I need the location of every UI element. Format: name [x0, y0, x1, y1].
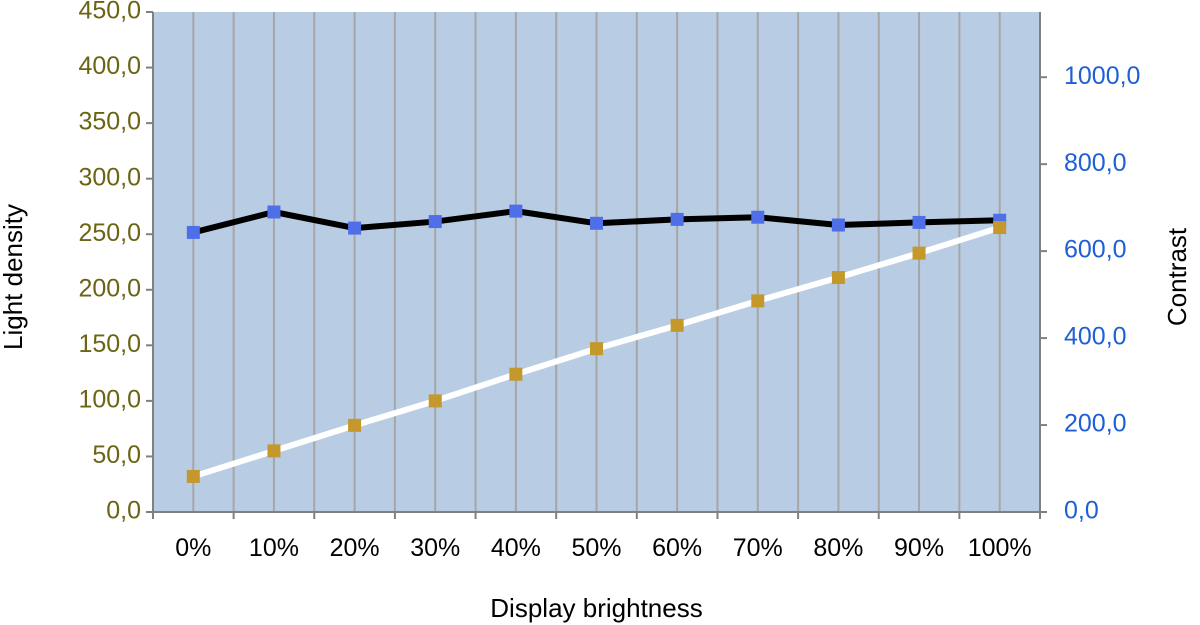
x-axis-title: Display brightness	[490, 593, 702, 623]
series-layer	[186, 204, 1007, 483]
y-left-tick-label: 450,0	[78, 0, 141, 25]
x-tick-label: 90%	[894, 534, 944, 562]
x-tick-label: 0%	[175, 534, 211, 562]
grid-layer	[192, 12, 1001, 512]
y-left-tick-label: 200,0	[78, 274, 141, 302]
y-right-tick-label: 1000,0	[1064, 62, 1140, 90]
series-0-marker	[751, 210, 765, 224]
series-1-marker	[509, 367, 523, 381]
x-tick-label: 70%	[733, 534, 783, 562]
series-0-marker	[348, 221, 362, 235]
y-right-tick-label: 200,0	[1064, 410, 1127, 438]
x-tick-label: 40%	[491, 534, 541, 562]
series-1-marker	[670, 318, 684, 332]
y-right-tick-label: 0,0	[1064, 497, 1099, 525]
y-right-tick-label: 600,0	[1064, 236, 1127, 264]
y-right-tick-label: 400,0	[1064, 323, 1127, 351]
series-1-marker	[348, 418, 362, 432]
y-axis-right-title: Contrast	[1162, 227, 1192, 326]
series-0-marker	[186, 225, 200, 239]
axes-layer	[146, 11, 1047, 519]
series-0-marker	[267, 205, 281, 219]
x-tick-label: 30%	[410, 534, 460, 562]
series-1-marker	[590, 342, 603, 356]
x-tick-label: 10%	[249, 534, 299, 562]
x-tick-label: 50%	[571, 534, 621, 562]
y-left-tick-label: 300,0	[78, 163, 141, 191]
y-right-tick-label: 800,0	[1064, 149, 1127, 177]
series-1-marker	[912, 246, 926, 260]
y-left-tick-label: 350,0	[78, 108, 141, 136]
series-0-marker	[831, 218, 845, 232]
y-left-tick-label: 250,0	[78, 219, 141, 247]
y-left-tick-label: 0,0	[106, 497, 141, 525]
series-1-marker	[993, 221, 1007, 235]
x-tick-label: 100%	[968, 534, 1032, 562]
series-0-marker	[590, 216, 603, 230]
x-tick-label: 20%	[330, 534, 380, 562]
series-0-marker	[912, 215, 926, 229]
y-axis-left-title: Light density	[0, 204, 28, 350]
series-0-marker	[670, 212, 684, 226]
x-tick-label: 80%	[813, 534, 863, 562]
y-left-tick-label: 100,0	[78, 385, 141, 413]
series-1-marker	[428, 394, 442, 408]
series-1-marker	[831, 271, 845, 285]
series-1-marker	[267, 444, 281, 458]
series-1-marker	[751, 294, 765, 308]
y-left-tick-label: 50,0	[92, 441, 141, 469]
series-1-marker	[186, 469, 200, 483]
x-tick-label: 60%	[652, 534, 702, 562]
series-0-marker	[509, 204, 523, 218]
series-0-marker	[428, 215, 442, 229]
labels-layer: 0,0 50,0 100,0 150,0 200,0 250,0 300,0 350,0 400…	[78, 0, 1140, 562]
y-left-tick-label: 400,0	[78, 52, 141, 80]
y-left-tick-label: 150,0	[78, 330, 141, 358]
